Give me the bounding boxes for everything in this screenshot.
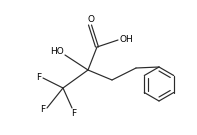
Text: F: F <box>40 105 46 114</box>
Text: F: F <box>36 72 42 82</box>
Text: HO: HO <box>50 48 64 57</box>
Text: F: F <box>72 109 77 117</box>
Text: OH: OH <box>119 35 133 43</box>
Text: O: O <box>87 16 95 24</box>
